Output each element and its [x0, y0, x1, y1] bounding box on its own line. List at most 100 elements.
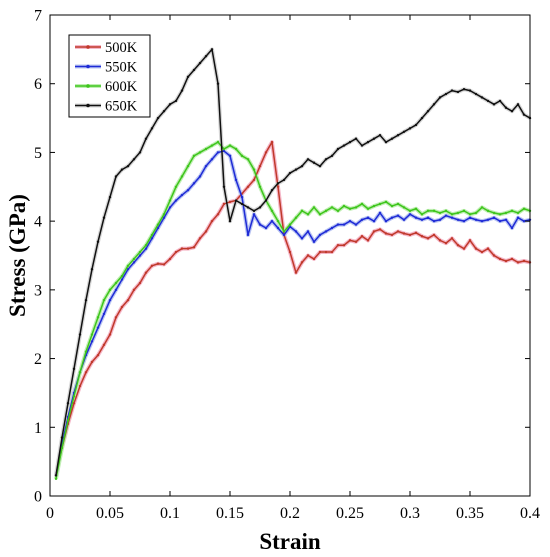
- data-point: [54, 474, 58, 477]
- data-point: [396, 214, 400, 217]
- data-point: [510, 110, 514, 113]
- data-point: [480, 250, 484, 254]
- data-point: [54, 477, 58, 481]
- data-point: [444, 92, 448, 96]
- data-point: [420, 213, 424, 216]
- data-point: [228, 200, 232, 204]
- data-point: [504, 259, 508, 263]
- data-point: [144, 247, 148, 250]
- y-axis-title: Stress (GPa): [5, 194, 30, 317]
- data-point: [72, 402, 76, 405]
- data-point: [420, 235, 424, 238]
- data-point: [330, 250, 334, 254]
- series-shadow-600K: [54, 140, 531, 480]
- data-point: [270, 140, 274, 144]
- data-point: [516, 261, 520, 264]
- data-point: [78, 384, 82, 388]
- data-point: [360, 218, 364, 221]
- data-point: [360, 202, 364, 206]
- data-point: [474, 92, 478, 96]
- data-point: [126, 298, 130, 302]
- data-point: [150, 127, 154, 130]
- data-point: [222, 202, 226, 206]
- data-point: [324, 209, 328, 213]
- data-point: [228, 144, 232, 147]
- data-point: [60, 446, 64, 450]
- data-point: [426, 237, 430, 240]
- data-point: [366, 207, 370, 210]
- data-point: [120, 274, 124, 278]
- data-point: [192, 68, 196, 72]
- data-point: [162, 213, 166, 216]
- data-point: [408, 213, 412, 216]
- data-point: [378, 211, 382, 215]
- data-point: [216, 82, 220, 85]
- data-point: [522, 259, 526, 263]
- data-point: [336, 243, 340, 247]
- x-tick-label: 0.1: [160, 505, 180, 522]
- data-point: [180, 247, 184, 250]
- y-tick-label: 4: [34, 214, 42, 231]
- data-point: [504, 211, 508, 215]
- data-point: [432, 219, 436, 223]
- data-point: [210, 48, 214, 51]
- data-point: [180, 193, 184, 197]
- legend-label: 550K: [105, 60, 138, 76]
- data-point: [102, 216, 106, 219]
- data-point: [522, 219, 526, 223]
- series-line-500K: [55, 141, 531, 476]
- data-point: [336, 147, 340, 151]
- data-point: [336, 209, 340, 213]
- data-point: [138, 281, 142, 285]
- data-point: [510, 209, 514, 213]
- data-point: [66, 402, 70, 405]
- data-point: [330, 206, 334, 209]
- data-point: [252, 209, 256, 213]
- data-point: [438, 239, 442, 242]
- data-point: [312, 161, 316, 164]
- data-point: [150, 237, 154, 240]
- data-point: [408, 209, 412, 213]
- data-point: [462, 209, 466, 213]
- data-point: [474, 247, 478, 250]
- data-point: [306, 254, 310, 257]
- data-point: [510, 226, 514, 230]
- data-point: [276, 182, 280, 185]
- data-point: [510, 257, 514, 261]
- data-point: [396, 202, 400, 206]
- series-shadow-550K: [54, 149, 531, 476]
- data-point: [384, 140, 388, 144]
- data-point: [474, 218, 478, 221]
- data-point: [318, 250, 322, 254]
- data-point: [396, 230, 400, 233]
- data-point: [414, 231, 418, 235]
- data-point: [426, 110, 430, 113]
- data-point: [216, 151, 220, 154]
- data-point: [162, 110, 166, 113]
- data-point: [414, 216, 418, 219]
- x-tick-label: 0.25: [336, 505, 364, 522]
- data-point: [240, 195, 244, 199]
- data-point: [390, 204, 394, 208]
- data-point: [348, 239, 352, 242]
- data-point: [384, 219, 388, 223]
- data-point: [312, 257, 316, 261]
- data-point: [174, 199, 178, 202]
- data-point: [90, 340, 94, 343]
- data-point: [168, 257, 172, 261]
- data-point: [318, 213, 322, 216]
- x-tick-label: 0.3: [400, 505, 420, 522]
- data-point: [324, 158, 328, 161]
- data-point: [150, 264, 154, 268]
- data-point: [426, 209, 430, 213]
- data-point: [348, 219, 352, 223]
- data-point: [204, 147, 208, 151]
- data-point: [480, 219, 484, 223]
- data-point: [264, 199, 268, 202]
- legend-marker: [86, 84, 90, 88]
- data-point: [378, 202, 382, 206]
- data-point: [288, 223, 292, 226]
- data-point: [330, 154, 334, 158]
- x-tick-label: 0.4: [520, 505, 540, 522]
- data-point: [456, 243, 460, 247]
